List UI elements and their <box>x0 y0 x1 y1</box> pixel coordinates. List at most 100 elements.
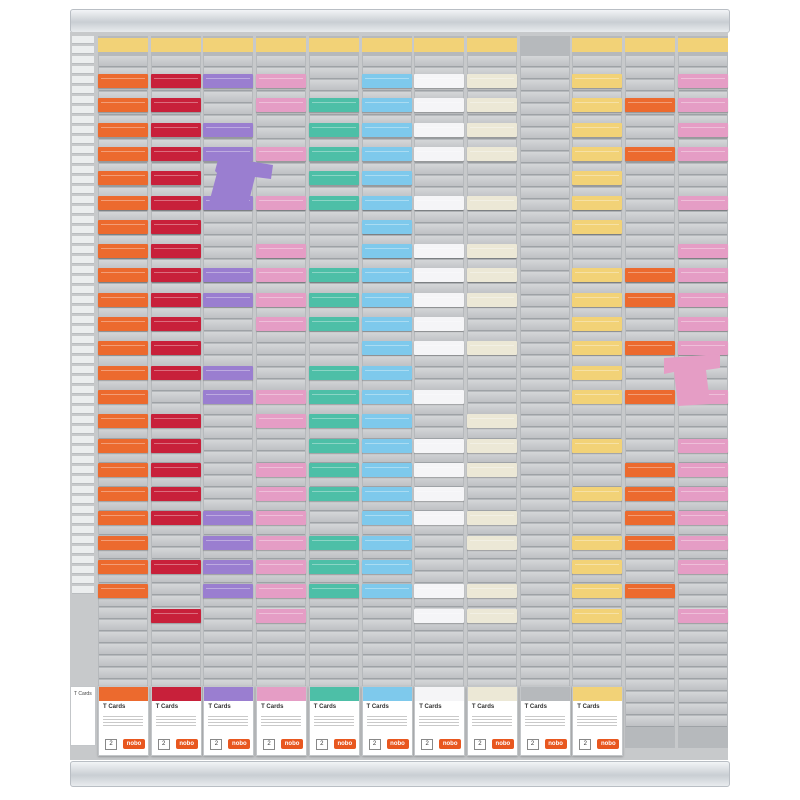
card-slot[interactable] <box>204 224 253 235</box>
t-card[interactable] <box>256 511 307 526</box>
t-card[interactable] <box>256 535 307 550</box>
card-slot[interactable] <box>520 428 569 439</box>
card-slot[interactable] <box>151 620 200 631</box>
t-card[interactable] <box>256 74 307 88</box>
card-slot[interactable] <box>467 392 516 403</box>
t-card[interactable] <box>203 535 254 550</box>
card-slot[interactable] <box>415 656 464 667</box>
card-slot[interactable] <box>467 452 516 463</box>
column-header-card[interactable] <box>203 38 254 52</box>
t-card[interactable] <box>572 292 623 307</box>
t-card[interactable] <box>414 244 465 259</box>
column-header-card[interactable] <box>572 38 623 52</box>
card-slot[interactable] <box>520 56 569 67</box>
t-card[interactable] <box>98 74 148 88</box>
t-card[interactable] <box>361 462 412 477</box>
card-slot[interactable] <box>626 644 674 655</box>
card-slot[interactable] <box>626 128 674 139</box>
card-slot[interactable] <box>520 560 569 571</box>
card-slot[interactable] <box>467 620 516 631</box>
t-card[interactable] <box>466 195 517 210</box>
card-slot[interactable] <box>678 584 727 595</box>
card-slot[interactable] <box>626 704 674 715</box>
card-slot[interactable] <box>520 464 569 475</box>
card-slot[interactable] <box>99 428 147 439</box>
card-slot[interactable] <box>204 500 253 511</box>
card-slot[interactable] <box>309 236 358 247</box>
t-card[interactable] <box>308 560 359 574</box>
t-card[interactable] <box>256 487 307 502</box>
card-slot[interactable] <box>626 560 674 571</box>
card-slot[interactable] <box>520 536 569 547</box>
t-card[interactable] <box>150 414 201 429</box>
card-slot[interactable] <box>520 332 569 343</box>
card-slot[interactable] <box>467 500 516 511</box>
t-card[interactable] <box>150 438 201 453</box>
card-slot[interactable] <box>520 116 569 127</box>
card-slot[interactable] <box>678 680 727 691</box>
card-slot[interactable] <box>415 164 464 175</box>
t-card[interactable] <box>308 389 359 404</box>
loose-card-purple[interactable] <box>205 153 275 213</box>
t-card[interactable] <box>625 146 675 161</box>
column-header-card[interactable] <box>150 38 201 52</box>
card-slot[interactable] <box>362 572 411 583</box>
card-slot[interactable] <box>626 716 674 727</box>
card-slot[interactable] <box>309 428 358 439</box>
card-slot[interactable] <box>573 668 622 679</box>
card-slot[interactable] <box>467 656 516 667</box>
card-slot[interactable] <box>257 656 306 667</box>
card-slot[interactable] <box>573 428 622 439</box>
t-card[interactable] <box>625 389 675 404</box>
card-slot[interactable] <box>678 692 727 703</box>
t-card[interactable] <box>625 584 675 599</box>
card-slot[interactable] <box>520 488 569 499</box>
t-card[interactable] <box>256 584 307 599</box>
t-card[interactable] <box>414 195 465 210</box>
card-slot[interactable] <box>573 404 622 415</box>
t-card[interactable] <box>361 560 412 574</box>
card-slot[interactable] <box>151 572 200 583</box>
t-card[interactable] <box>256 462 307 477</box>
t-card[interactable] <box>466 292 517 307</box>
card-slot[interactable] <box>309 620 358 631</box>
card-slot[interactable] <box>678 524 727 535</box>
card-slot[interactable] <box>309 452 358 463</box>
column-header-card[interactable] <box>625 38 675 52</box>
card-slot[interactable] <box>678 476 727 487</box>
t-card[interactable] <box>572 122 623 137</box>
t-card[interactable] <box>256 146 307 161</box>
card-slot[interactable] <box>204 668 253 679</box>
column-header-card[interactable] <box>466 38 517 52</box>
t-card[interactable] <box>414 341 465 356</box>
card-slot[interactable] <box>257 344 306 355</box>
t-card[interactable] <box>625 535 675 550</box>
card-slot[interactable] <box>204 236 253 247</box>
t-card[interactable] <box>466 244 517 259</box>
card-slot[interactable] <box>467 560 516 571</box>
card-slot[interactable] <box>626 620 674 631</box>
t-card[interactable] <box>572 560 623 574</box>
t-card[interactable] <box>150 219 201 234</box>
card-slot[interactable] <box>626 116 674 127</box>
card-slot[interactable] <box>415 620 464 631</box>
card-slot[interactable] <box>678 572 727 583</box>
t-card[interactable] <box>677 462 728 477</box>
t-card[interactable] <box>361 511 412 526</box>
card-slot[interactable] <box>678 416 727 427</box>
card-slot[interactable] <box>520 200 569 211</box>
card-slot[interactable] <box>626 68 674 79</box>
t-card[interactable] <box>308 268 359 283</box>
t-card[interactable] <box>150 608 201 623</box>
t-card[interactable] <box>466 122 517 137</box>
column-header-card[interactable] <box>361 38 412 52</box>
card-slot[interactable] <box>415 404 464 415</box>
card-slot[interactable] <box>309 644 358 655</box>
t-card[interactable] <box>414 438 465 453</box>
card-slot[interactable] <box>309 476 358 487</box>
card-slot[interactable] <box>626 500 674 511</box>
card-slot[interactable] <box>678 704 727 715</box>
t-card[interactable] <box>361 317 412 331</box>
card-slot[interactable] <box>626 368 674 379</box>
card-slot[interactable] <box>309 500 358 511</box>
